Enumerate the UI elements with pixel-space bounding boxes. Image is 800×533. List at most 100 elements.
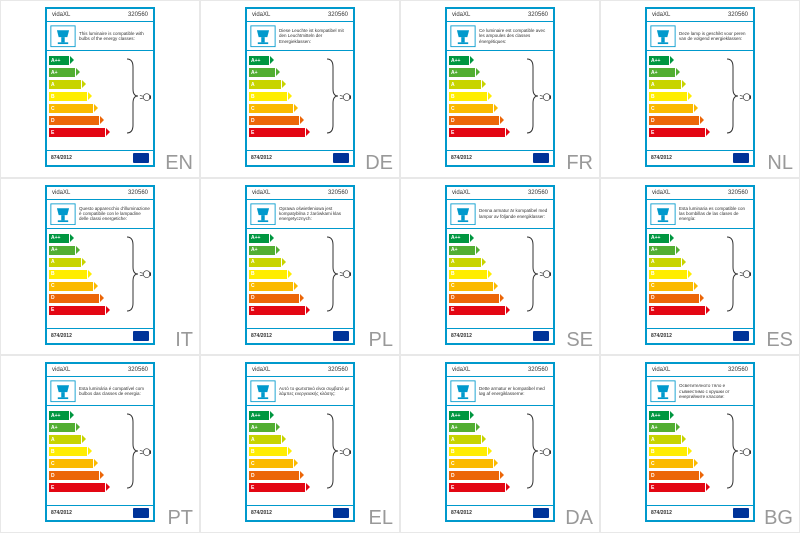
bracket-icon <box>325 57 339 135</box>
description-text: Esta luminária é compatível com bulbos d… <box>79 386 150 397</box>
lamp-icon <box>50 380 76 403</box>
bulb-icon <box>539 92 551 102</box>
energy-arrow: A <box>249 258 281 267</box>
product-code: 320560 <box>328 190 348 196</box>
lamp-icon <box>250 203 276 226</box>
energy-arrow: C <box>49 104 93 113</box>
energy-chart: A++A+ABCDE <box>447 406 553 505</box>
energy-label: vidaXL320560Denna armatur är kompatibel … <box>445 185 555 345</box>
energy-arrow: B <box>249 447 287 456</box>
info-box: Αυτό το φωτιστικό είναι συμβατό με λάμπε… <box>247 376 353 406</box>
energy-arrow: C <box>49 282 93 291</box>
energy-arrow: D <box>49 294 99 303</box>
product-code: 320560 <box>328 367 348 373</box>
energy-chart: A++A+ABCDE <box>247 406 353 505</box>
energy-label: vidaXL320560Oprawa oświetleniowa jest ko… <box>245 185 355 345</box>
label-header: vidaXL320560 <box>247 187 353 199</box>
energy-arrow: E <box>249 128 305 137</box>
language-code: DE <box>365 152 393 175</box>
info-box: This luminaire is compatible with bulbs … <box>47 21 153 51</box>
regulation-text: 874/2012 <box>451 510 472 516</box>
label-footer: 874/2012 <box>447 505 553 520</box>
energy-arrow: B <box>449 270 487 279</box>
brand-text: vidaXL <box>652 12 670 18</box>
label-cell-en: vidaXL320560This luminaire is compatible… <box>0 0 200 178</box>
regulation-text: 874/2012 <box>451 333 472 339</box>
language-code: DA <box>565 507 593 530</box>
eu-flag-icon <box>333 331 349 341</box>
lamp-icon <box>50 25 76 48</box>
description-text: Denna armatur är kompatibel med lampor a… <box>479 208 550 219</box>
energy-label: vidaXL320560Осветителното тяло е съвмест… <box>645 362 755 522</box>
energy-arrow: A+ <box>449 423 475 432</box>
energy-arrow: E <box>449 483 505 492</box>
bracket-icon <box>525 412 539 490</box>
energy-arrow: A+ <box>249 423 275 432</box>
regulation-text: 874/2012 <box>51 510 72 516</box>
label-footer: 874/2012 <box>47 150 153 165</box>
energy-arrow: A <box>49 80 81 89</box>
info-box: Осветителното тяло е съвместимо с крушки… <box>647 376 753 406</box>
energy-arrow: D <box>649 471 699 480</box>
energy-arrow: C <box>249 104 293 113</box>
description-text: Осветителното тяло е съвместимо с крушки… <box>679 383 750 399</box>
energy-arrow: A <box>649 435 681 444</box>
energy-chart: A++A+ABCDE <box>47 229 153 328</box>
language-code: IT <box>175 329 193 352</box>
regulation-text: 874/2012 <box>251 155 272 161</box>
eu-flag-icon <box>133 508 149 518</box>
bulb-icon <box>139 269 151 279</box>
product-code: 320560 <box>728 190 748 196</box>
energy-arrow: B <box>649 92 687 101</box>
energy-arrow: A+ <box>249 68 275 77</box>
energy-chart: A++A+ABCDE <box>447 51 553 150</box>
regulation-text: 874/2012 <box>251 510 272 516</box>
label-header: vidaXL320560 <box>447 364 553 376</box>
energy-label: vidaXL320560Esta luminaria es compatible… <box>645 185 755 345</box>
brand-text: vidaXL <box>652 190 670 196</box>
product-code: 320560 <box>728 367 748 373</box>
energy-arrow: E <box>49 306 105 315</box>
eu-flag-icon <box>133 331 149 341</box>
brand-text: vidaXL <box>252 12 270 18</box>
label-header: vidaXL320560 <box>47 9 153 21</box>
regulation-text: 874/2012 <box>251 333 272 339</box>
info-box: Ce luminaire est compatible avec les amp… <box>447 21 553 51</box>
bulb-icon <box>739 447 751 457</box>
bracket-icon <box>525 57 539 135</box>
brand-text: vidaXL <box>52 367 70 373</box>
energy-arrow: A <box>449 435 481 444</box>
label-header: vidaXL320560 <box>247 364 353 376</box>
energy-arrow: C <box>649 282 693 291</box>
energy-arrow: A++ <box>249 411 269 420</box>
energy-arrow: E <box>249 306 305 315</box>
label-header: vidaXL320560 <box>47 364 153 376</box>
energy-arrow: A++ <box>49 411 69 420</box>
bracket-icon <box>725 57 739 135</box>
energy-arrow: A++ <box>249 234 269 243</box>
energy-arrow: A <box>49 435 81 444</box>
energy-label: vidaXL320560Deze lamp is geschikt voor p… <box>645 7 755 167</box>
energy-arrow: B <box>649 447 687 456</box>
energy-arrow: A+ <box>449 246 475 255</box>
energy-arrow: C <box>249 282 293 291</box>
energy-arrow: C <box>649 459 693 468</box>
energy-arrow: A++ <box>49 234 69 243</box>
product-code: 320560 <box>728 12 748 18</box>
eu-flag-icon <box>333 508 349 518</box>
language-code: PL <box>369 329 393 352</box>
label-cell-bg: vidaXL320560Осветителното тяло е съвмест… <box>600 355 800 533</box>
energy-arrow: C <box>449 282 493 291</box>
language-code: BG <box>764 507 793 530</box>
info-box: Questo apparecchio d'illuminazione è com… <box>47 199 153 229</box>
lamp-icon <box>650 25 676 48</box>
label-footer: 874/2012 <box>47 505 153 520</box>
energy-arrow: D <box>249 294 299 303</box>
description-text: Diese Leuchte ist kompatibel mit den Leu… <box>279 28 350 44</box>
brand-text: vidaXL <box>52 12 70 18</box>
description-text: Questo apparecchio d'illuminazione è com… <box>79 206 150 222</box>
energy-arrow: D <box>49 471 99 480</box>
energy-arrow: A <box>249 80 281 89</box>
eu-flag-icon <box>533 331 549 341</box>
bulb-icon <box>339 92 351 102</box>
